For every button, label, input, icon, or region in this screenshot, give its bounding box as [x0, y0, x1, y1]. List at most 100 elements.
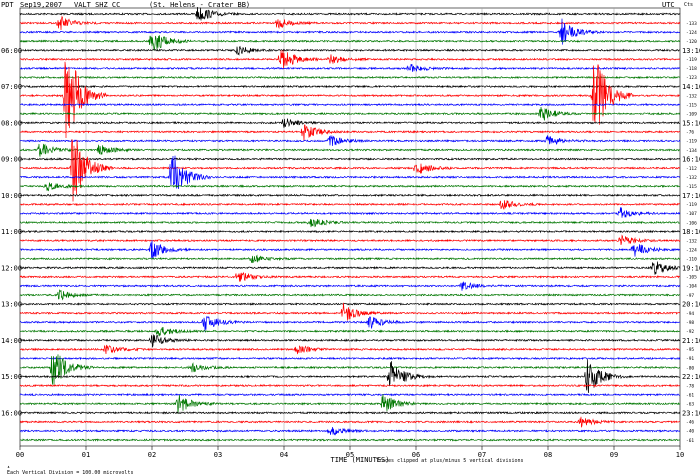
x-tick-label: 09: [610, 451, 618, 459]
trace-offset-label: -120: [686, 39, 697, 45]
x-tick-label: 00: [16, 451, 24, 459]
trace-offset-label: -97: [686, 293, 694, 299]
right-hour-label: 15:10: [682, 119, 700, 127]
trace-6: [19, 64, 680, 72]
left-hour-label: 14:00: [1, 337, 22, 345]
trace-offset-label: -134: [686, 148, 697, 154]
trace-offset-labels: -133 -124 -120 -119 -118 -123 -132 -115 -109 -76 -…: [686, 21, 697, 444]
trace-offset-label: -40: [686, 429, 694, 435]
trace-offset-label: -112: [686, 166, 697, 172]
trace-offset-label: -63: [686, 402, 694, 408]
right-timezone-label: UTC: [662, 1, 675, 9]
x-tick-label: 06: [412, 451, 420, 459]
trace-25: [19, 234, 681, 245]
scale-note: ▴ Each Vertical Division = 100.00 microv…: [1, 458, 133, 476]
x-tick-label: 03: [214, 451, 222, 459]
trace-offset-label: -109: [686, 112, 697, 118]
right-hour-label: 17:10: [682, 192, 700, 200]
trace-35: [19, 326, 681, 337]
trace-8: [19, 84, 681, 89]
left-hour-label: 08:00: [1, 119, 22, 127]
left-hour-label: 06:00: [1, 47, 22, 55]
trace-38: [19, 356, 681, 361]
left-hour-label: 09:00: [1, 156, 22, 164]
trace-17: [19, 139, 681, 202]
trace-24: [19, 229, 681, 234]
trace-31: [19, 288, 681, 301]
right-hour-label: 13:10: [682, 47, 700, 55]
trace-39: [19, 354, 681, 385]
trace-37: [19, 344, 681, 355]
left-hour-label: 15:00: [1, 373, 22, 381]
scale-note-text: Each Vertical Division = 100.00 microvol…: [7, 470, 134, 476]
trace-offset-label: -104: [686, 284, 697, 290]
trace-22: [19, 207, 681, 218]
location-label: (St. Helens - Crater BB): [149, 1, 251, 9]
trace-0: [19, 6, 681, 21]
trace-42: [19, 392, 681, 397]
trace-30: [19, 281, 681, 291]
trace-23: [19, 218, 681, 228]
trace-offset-label: -132: [686, 175, 697, 181]
right-hour-label: 23:10: [682, 409, 700, 417]
trace-offset-label: -115: [686, 102, 697, 108]
trace-20: [19, 193, 681, 198]
left-hour-label: 12:00: [1, 264, 22, 272]
trace-47: [20, 438, 681, 442]
trace-5: [19, 50, 681, 69]
trace-offset-label: -124: [686, 30, 697, 36]
left-hour-label: 07:00: [1, 83, 22, 91]
right-hour-label: 14:10: [682, 83, 700, 91]
trace-offset-label: -107: [686, 211, 697, 217]
left-hour-label: 10:00: [1, 192, 22, 200]
trace-10: [19, 102, 681, 107]
trace-offset-label: -132: [686, 93, 697, 99]
trace-14: [19, 135, 681, 146]
x-tick-label: 08: [544, 451, 552, 459]
trace-2: [19, 18, 681, 45]
trace-19: [19, 182, 681, 192]
right-hour-labels: 13:10 14:10 15:10 16:10 17:10 18:10 19:10 20:10…: [682, 47, 700, 418]
trace-45: [19, 416, 681, 428]
trace-41: [19, 383, 681, 388]
x-axis-label: TIME (MINUTES): [330, 456, 389, 464]
trace-15: [19, 143, 681, 157]
clip-note: Traces clipped at plus/minus 5 vertical …: [376, 458, 524, 464]
right-hour-label: 18:10: [682, 228, 700, 236]
trace-offset-label: -106: [686, 220, 697, 226]
trace-33: [19, 302, 681, 321]
trace-offset-label: -133: [686, 21, 697, 27]
trace-26: [19, 240, 681, 260]
minute-gridlines: [19, 7, 681, 447]
trace-3: [19, 35, 681, 52]
trace-offset-label: -61: [686, 392, 694, 398]
trace-28: [19, 261, 681, 275]
trace-27: [19, 254, 681, 264]
trace-34: [19, 315, 681, 333]
trace-21: [19, 200, 681, 210]
scale-marker-icon: ▴: [7, 464, 11, 470]
date-label: Sep19,2007: [20, 1, 63, 9]
trace-44: [19, 410, 681, 415]
trace-13: [19, 124, 681, 142]
trace-offset-label: -92: [686, 329, 694, 335]
trace-1: [19, 15, 681, 30]
left-hour-labels: 06:00 07:00 08:00 09:00 10:00 11:00 12:00 13:00…: [1, 47, 22, 418]
x-tick-label: 05: [346, 451, 354, 459]
trace-offset-label: -78: [686, 383, 694, 389]
trace-offset-label: -95: [686, 347, 694, 353]
x-tick-label: 07: [478, 451, 486, 459]
trace-offset-label: -118: [686, 66, 697, 72]
trace-offset-label: -110: [686, 257, 697, 263]
trace-offset-label: -123: [686, 75, 697, 81]
trace-11: [19, 107, 681, 121]
x-tick-label: 04: [280, 451, 288, 459]
trace-46: [19, 427, 680, 436]
x-tick-label: 10: [676, 451, 684, 459]
trace-offset-label: -132: [686, 238, 697, 244]
trace-18: [19, 155, 681, 190]
trace-43: [19, 393, 681, 414]
trace-29: [19, 271, 681, 282]
right-hour-label: 20:10: [682, 301, 700, 309]
